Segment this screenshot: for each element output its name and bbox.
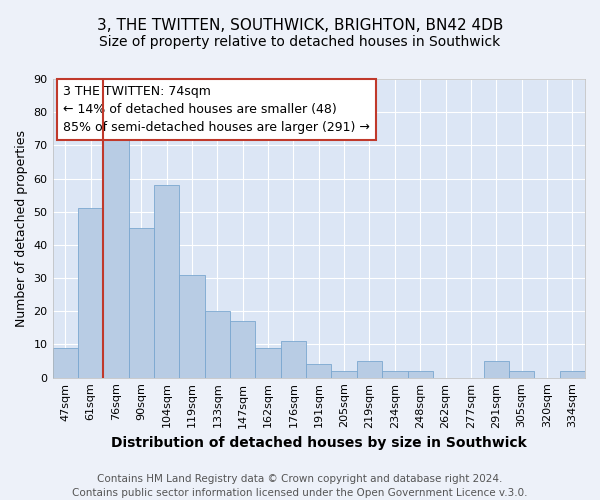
Bar <box>230 322 256 378</box>
Bar <box>179 275 205 378</box>
Bar <box>560 371 585 378</box>
Bar <box>331 371 357 378</box>
Bar <box>306 364 331 378</box>
Bar <box>256 348 281 378</box>
Text: 3 THE TWITTEN: 74sqm
← 14% of detached houses are smaller (48)
85% of semi-detac: 3 THE TWITTEN: 74sqm ← 14% of detached h… <box>63 85 370 134</box>
Bar <box>484 361 509 378</box>
Bar <box>382 371 407 378</box>
Bar <box>281 341 306 378</box>
Bar <box>357 361 382 378</box>
Bar <box>509 371 534 378</box>
Text: 3, THE TWITTEN, SOUTHWICK, BRIGHTON, BN42 4DB: 3, THE TWITTEN, SOUTHWICK, BRIGHTON, BN4… <box>97 18 503 32</box>
Y-axis label: Number of detached properties: Number of detached properties <box>15 130 28 327</box>
Text: Size of property relative to detached houses in Southwick: Size of property relative to detached ho… <box>100 35 500 49</box>
Bar <box>78 208 103 378</box>
Bar <box>205 312 230 378</box>
Bar <box>407 371 433 378</box>
Text: Contains HM Land Registry data © Crown copyright and database right 2024.
Contai: Contains HM Land Registry data © Crown c… <box>72 474 528 498</box>
Bar <box>128 228 154 378</box>
Bar <box>154 185 179 378</box>
X-axis label: Distribution of detached houses by size in Southwick: Distribution of detached houses by size … <box>111 436 527 450</box>
Bar <box>103 132 128 378</box>
Bar <box>53 348 78 378</box>
